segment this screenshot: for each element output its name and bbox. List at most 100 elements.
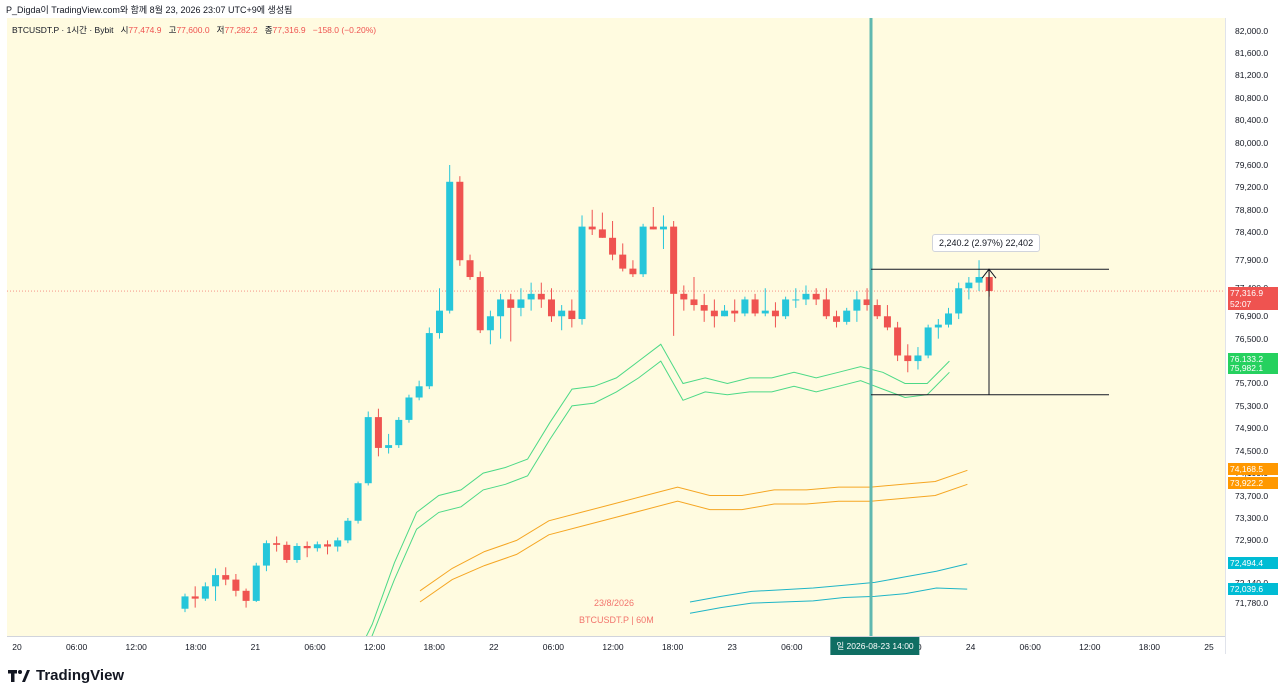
candle-body [771,310,779,317]
green-band-lower [371,360,950,636]
candle-body [537,293,545,300]
price-range-measure-label[interactable]: 2,240.2 (2.97%) 22,402 [932,234,1041,252]
candle-body [466,260,474,278]
candle-body [547,299,555,317]
candle-body [894,327,902,356]
time-tick-label: 18:00 [185,642,207,652]
candle-body [374,417,382,448]
last-price-label: 77,316.9 [1228,286,1278,299]
price-tick-label: 80,400.0 [1235,115,1269,126]
price-tick-label: 80,800.0 [1235,92,1269,103]
price-tick-label: 75,300.0 [1235,400,1269,411]
candle-body [792,299,800,301]
time-tick-label: 12:00 [602,642,624,652]
candle-body [252,565,260,601]
candle-body [181,596,189,609]
time-tick-label: 12:00 [1079,642,1101,652]
candle-body [700,305,708,311]
candle-body [242,590,250,601]
candle-body [222,575,230,580]
price-chart[interactable] [7,18,1225,636]
candle-body [853,299,861,311]
price-tick-label: 81,200.0 [1235,70,1269,81]
candle-body [395,419,403,446]
candle-body [639,226,647,275]
candle-body [975,277,983,283]
candle-body [558,310,566,317]
cyan-band-upper [689,563,968,603]
price-tick-label: 81,600.0 [1235,47,1269,58]
tradingview-logo[interactable]: TradingView [8,667,124,684]
candle-body [191,596,199,599]
time-tick-label: 06:00 [65,642,88,652]
candle-body [710,310,718,317]
price-tick-label: 75,700.0 [1235,378,1269,389]
time-tick-label: 25 [1204,642,1214,652]
candle-body [354,483,362,521]
candle-body [924,327,932,356]
price-tick-label: 71,780.0 [1235,598,1269,609]
measure-arrow-head [981,268,997,279]
candle-body [598,229,606,238]
close-value: 77,316.9 [272,25,306,35]
cyan-band-lower [689,587,968,614]
watermark-symbol: BTCUSDT.P | 60M [579,615,654,625]
time-tick-label: 18:00 [661,642,684,652]
cyan-lower-price-label: 72,039.6 [1228,582,1278,595]
high-value: 77,600.0 [176,25,210,35]
time-tick-label: 06:00 [542,642,565,652]
symbol-name[interactable]: BTCUSDT.P · 1시간 · Bybit [12,25,114,35]
close-label: 종 [264,25,273,35]
candle-body [527,293,535,300]
candle-body [883,316,891,328]
cyan-upper-price-label: 72,494.4 [1228,557,1278,570]
time-tick-label: 22 [489,642,499,652]
candle-body [405,397,413,420]
green-band-upper [365,343,950,636]
candle-body [446,181,454,311]
logo-text: TradingView [36,667,125,684]
candle-body [201,586,209,599]
candle-body [476,277,484,331]
time-tick-label: 06:00 [304,642,326,652]
high-label: 고 [168,25,177,35]
candle-body [934,324,942,328]
candle-body [212,575,220,587]
time-axis[interactable]: 25 18:00 12:00 06:00 24 18:00 12:00 06:00 23 18:0… [7,636,1225,655]
candle-body [415,386,423,398]
change-value: −158.0 (−0.20%) [312,25,377,35]
price-tick-label: 79,600.0 [1235,159,1269,170]
candle-body [690,299,698,306]
candle-body [262,543,270,566]
time-cursor-label: 일 2026-08-23 14:00 [830,637,920,655]
symbol-legend[interactable]: BTCUSDT.P · 1시간 · Bybit 시77,474.9 고77,60… [12,24,376,36]
orange-upper-price-label: 74,168.5 [1228,463,1278,476]
candle-body [945,313,952,325]
time-tick-label: 24 [965,642,976,652]
chart-caption: P_Digda이 TradingView.com와 함께 8월 23, 2026… [6,5,293,15]
candle-body [670,226,678,294]
candle-body [904,355,912,362]
time-tick-label: 18:00 [423,642,445,652]
price-scale[interactable]: 82,000.0 81,600.0 81,200.0 80,800.0 80,400.0… [1225,18,1280,654]
bar-countdown-label: 52:07 [1228,297,1278,310]
chart-pane[interactable] [7,18,1225,654]
candle-body [456,181,464,261]
candle-body [741,299,749,314]
candle-body [965,282,973,289]
candle-body [385,445,393,448]
candle-body [731,310,739,314]
candle-body [751,299,759,314]
price-tick-label: 76,500.0 [1235,333,1269,344]
candle-body [873,305,881,317]
candle-body [425,333,433,387]
candle-body [517,299,525,308]
price-tick-label: 78,400.0 [1235,227,1269,238]
candle-body [812,293,820,300]
candle-body [802,293,810,300]
orange-band-lower [419,483,968,603]
open-value: 77,474.9 [128,25,162,35]
green-lower-price-label: 75,982.1 [1228,361,1278,374]
candle-body [588,226,596,230]
price-tick-label: 77,900.0 [1235,255,1269,266]
